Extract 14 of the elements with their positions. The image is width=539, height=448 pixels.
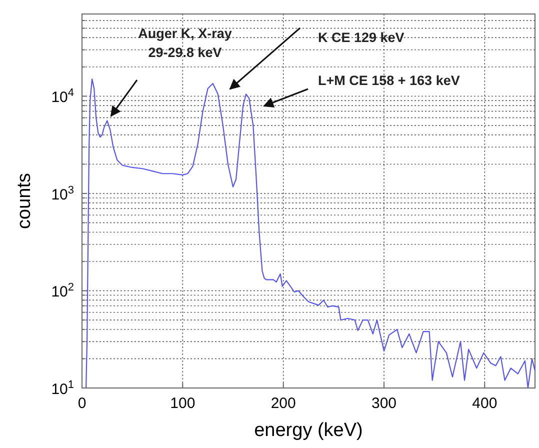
annotation: L+M CE 158 + 163 keV	[318, 73, 460, 88]
x-tick-label: 200	[270, 395, 296, 412]
y-axis-title: counts	[14, 173, 35, 229]
annotation: K CE 129 keV	[318, 30, 404, 45]
y-tick-label: 10$^{4}$	[51, 87, 74, 106]
y-tick-label: 10$^{2}$	[51, 282, 74, 301]
y-tick-label: 10$^{1}$	[51, 379, 74, 398]
x-tick-label: 400	[472, 395, 498, 412]
y-tick-label: 10$^{3}$	[51, 184, 74, 204]
x-tick-label: 100	[170, 395, 196, 412]
x-axis-title: energy (keV)	[254, 420, 363, 441]
x-tick-label: 300	[371, 395, 397, 412]
x-tick-label: 0	[78, 395, 86, 412]
annotation: Auger K, X-ray 29-29.8 keV	[138, 26, 232, 60]
